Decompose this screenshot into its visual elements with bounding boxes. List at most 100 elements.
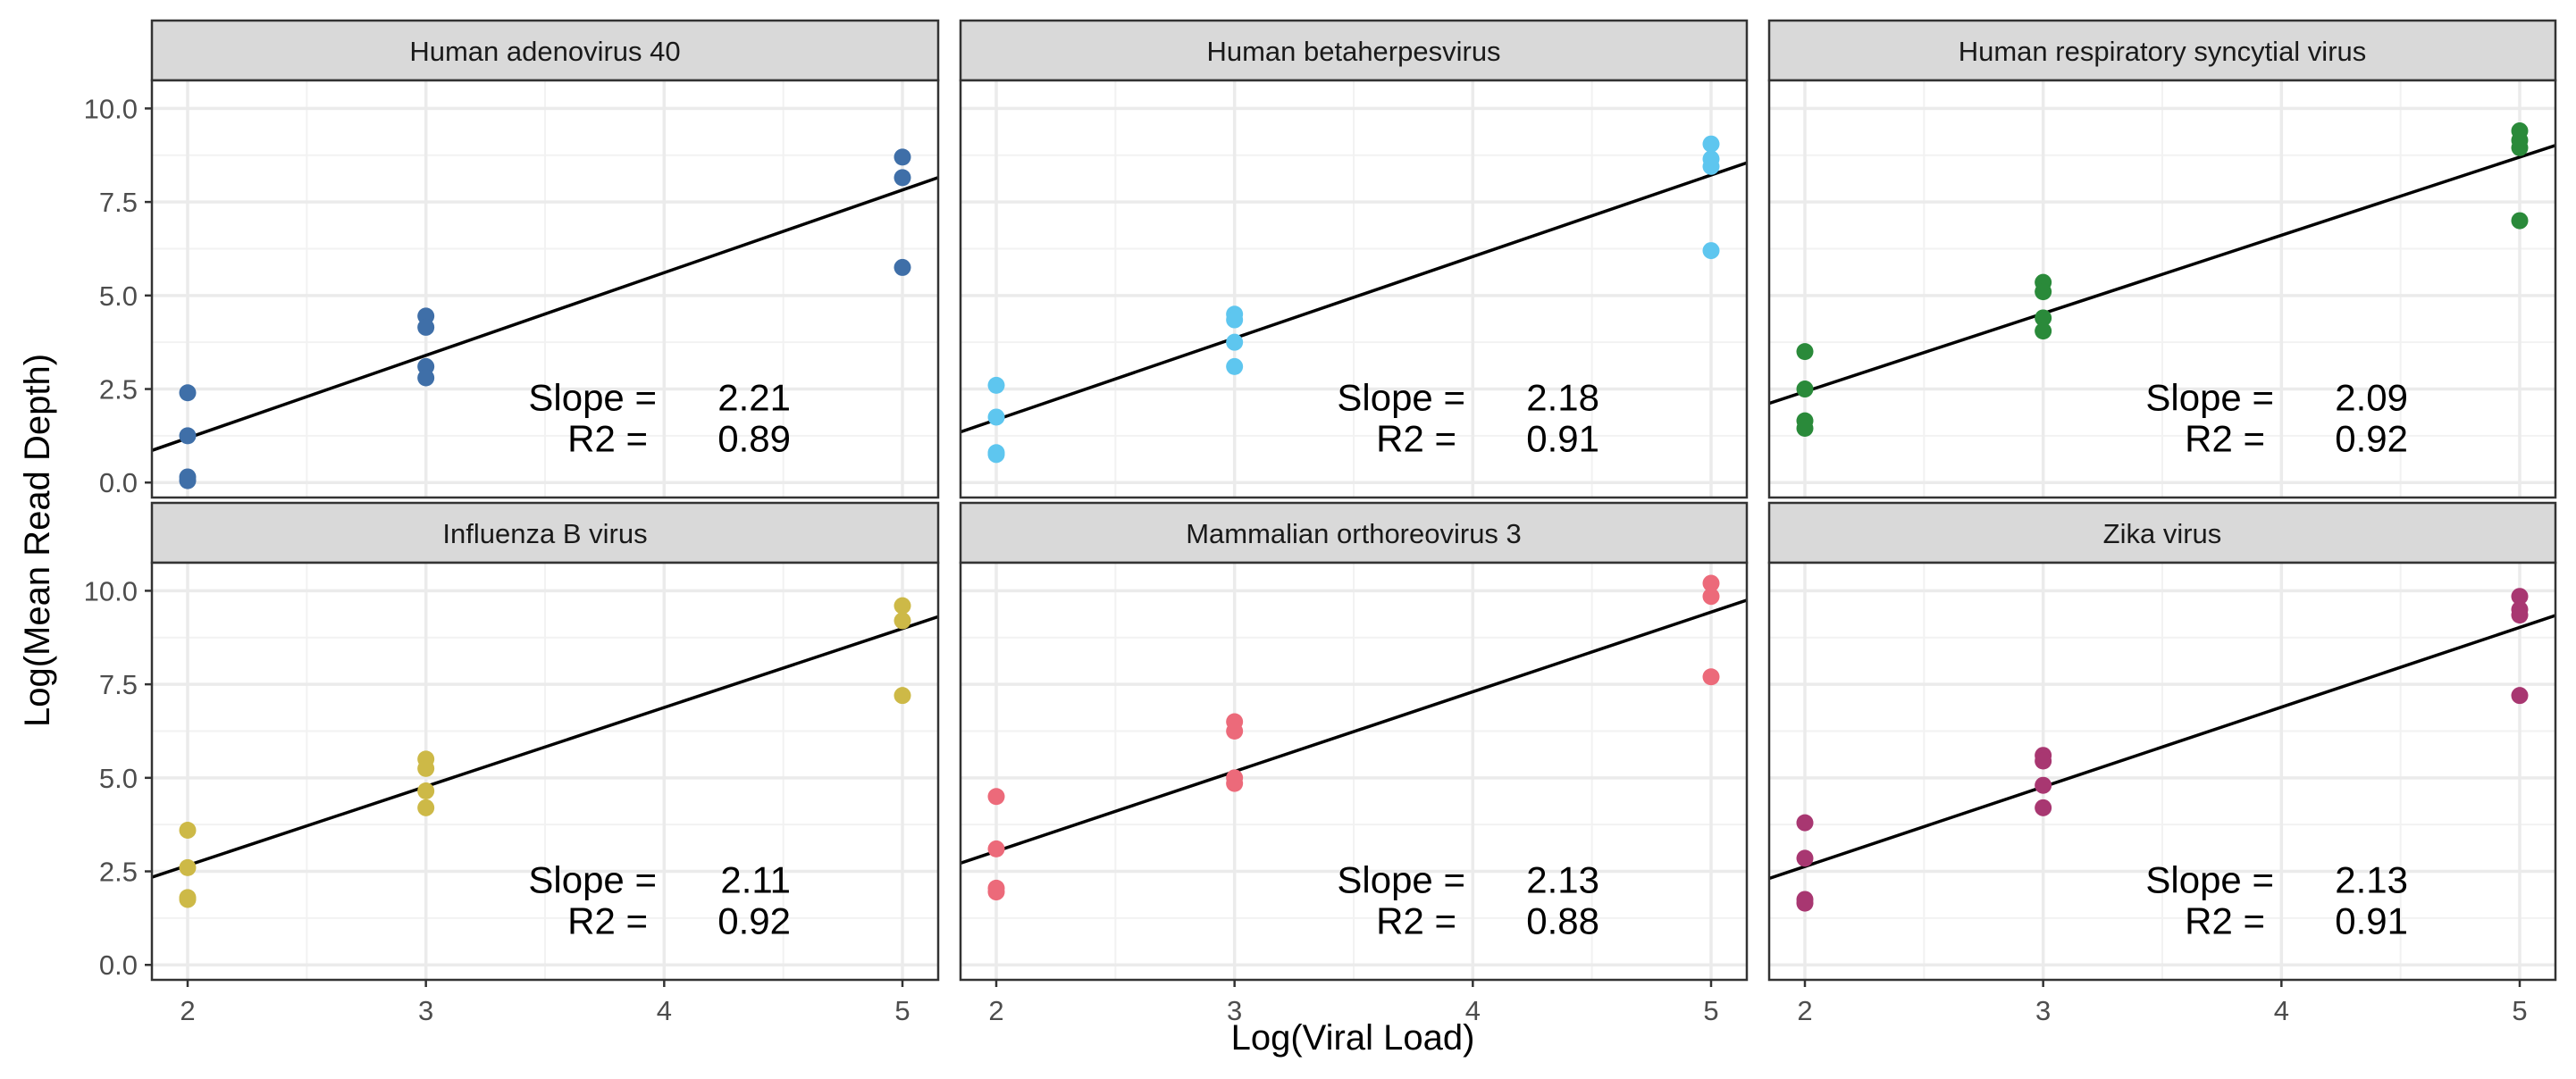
regression-line (152, 176, 938, 452)
slope-label: Slope = (1337, 858, 1465, 900)
slope-label: Slope = (1337, 376, 1465, 418)
data-point (1796, 849, 1814, 867)
facet-title: Zika virus (2103, 518, 2222, 549)
y-tick-label: 10.0 (84, 575, 138, 606)
data-point (1796, 814, 1814, 832)
r2-label: R2 = (2185, 899, 2265, 941)
data-point (1226, 357, 1244, 375)
x-tick-label: 4 (657, 995, 672, 1026)
facet-strip (150, 19, 940, 82)
y-tick-label: 7.5 (99, 187, 138, 218)
slope-value: 2.09 (2335, 376, 2408, 418)
panel-border (150, 561, 940, 982)
slope-label: Slope = (2145, 858, 2274, 900)
r2-label: R2 = (567, 899, 648, 941)
y-tick-label: 0.0 (99, 467, 138, 498)
data-point (894, 687, 911, 705)
data-point (1226, 333, 1244, 351)
r2-value: 0.92 (2335, 417, 2408, 459)
data-point (2035, 322, 2052, 340)
facet-strip (1767, 19, 2557, 82)
y-tick-label: 2.5 (99, 374, 138, 406)
data-point (2511, 588, 2529, 606)
data-point (179, 891, 197, 908)
facet-panels: Human adenovirus 40 Slope = 2.21 R2 = 0.89 0.… (84, 19, 2557, 1026)
x-tick-label: 4 (1465, 995, 1481, 1026)
r2-label: R2 = (1376, 899, 1456, 941)
data-point (1226, 311, 1244, 329)
slope-value: 2.11 (720, 858, 791, 900)
data-point (1226, 774, 1244, 792)
data-point (179, 472, 197, 489)
slope-value: 2.18 (1526, 376, 1599, 418)
slope-value: 2.13 (2335, 858, 2408, 900)
x-tick-label: 2 (1797, 995, 1812, 1026)
slope-value: 2.13 (1526, 858, 1599, 900)
facet-panel: Zika virus Slope = 2.13 R2 = 0.91 2 3 4 5 (1767, 501, 2557, 1026)
facet-panel: Mammalian orthoreovirus 3 Slope = 2.13 R2 =… (959, 501, 1749, 1026)
data-point (2035, 776, 2052, 794)
data-point (2035, 752, 2052, 770)
data-point (1702, 242, 1720, 260)
data-point (2035, 799, 2052, 816)
slope-label: Slope = (528, 376, 657, 418)
facet-title: Human respiratory syncytial virus (1959, 36, 2367, 67)
regression-line (1769, 144, 2555, 406)
facet-panel: Human adenovirus 40 Slope = 2.21 R2 = 0.89 0.… (84, 19, 940, 499)
data-point (2511, 687, 2529, 705)
facet-title: Human betaherpesvirus (1206, 36, 1500, 67)
r2-value: 0.89 (717, 417, 791, 459)
y-axis-title: Log(Mean Read Depth) (18, 354, 57, 727)
facet-title: Influenza B virus (442, 518, 647, 549)
slope-label: Slope = (528, 858, 657, 900)
data-point (894, 169, 911, 187)
facet-panel: Human betaherpesvirus Slope = 2.18 R2 = 0.91 (959, 19, 1749, 499)
x-tick-label: 5 (2512, 995, 2527, 1026)
data-point (2511, 212, 2529, 230)
data-point (2511, 138, 2529, 156)
data-point (2035, 283, 2052, 301)
data-point (2035, 309, 2052, 327)
r2-label: R2 = (2185, 417, 2265, 459)
y-tick-label: 2.5 (99, 857, 138, 888)
data-point (417, 799, 435, 816)
r2-value: 0.88 (1526, 899, 1599, 941)
data-point (1796, 420, 1814, 438)
data-point (987, 788, 1005, 806)
facet-panel: Influenza B virus Slope = 2.11 R2 = 0.92 0.0 2… (84, 501, 940, 1026)
facet-strip (959, 19, 1749, 82)
data-point (1796, 343, 1814, 361)
data-point (894, 612, 911, 630)
r2-value: 0.92 (717, 899, 791, 941)
regression-line (1769, 614, 2555, 881)
facet-strip (150, 501, 940, 565)
regression-line (961, 598, 1747, 865)
r2-value: 0.91 (1526, 417, 1599, 459)
data-point (2511, 606, 2529, 624)
data-point (1702, 135, 1720, 153)
x-tick-label: 3 (418, 995, 433, 1026)
x-tick-label: 2 (180, 995, 195, 1026)
facet-title: Human adenovirus 40 (409, 36, 680, 67)
data-point (417, 759, 435, 777)
panel-border (959, 79, 1749, 499)
data-point (179, 821, 197, 839)
x-tick-label: 2 (988, 995, 1003, 1026)
y-tick-label: 10.0 (84, 93, 138, 124)
data-point (894, 258, 911, 276)
facet-title: Mammalian orthoreovirus 3 (1186, 518, 1522, 549)
facet-strip (959, 501, 1749, 565)
regression-line (152, 615, 938, 879)
y-tick-label: 5.0 (99, 763, 138, 794)
x-tick-label: 5 (894, 995, 910, 1026)
panel-border (1767, 79, 2557, 499)
data-point (1796, 894, 1814, 912)
x-tick-label: 3 (1227, 995, 1242, 1026)
data-point (1702, 588, 1720, 606)
slope-value: 2.21 (717, 376, 791, 418)
y-tick-label: 0.0 (99, 949, 138, 981)
data-point (987, 446, 1005, 464)
data-point (417, 318, 435, 336)
data-point (1226, 722, 1244, 740)
